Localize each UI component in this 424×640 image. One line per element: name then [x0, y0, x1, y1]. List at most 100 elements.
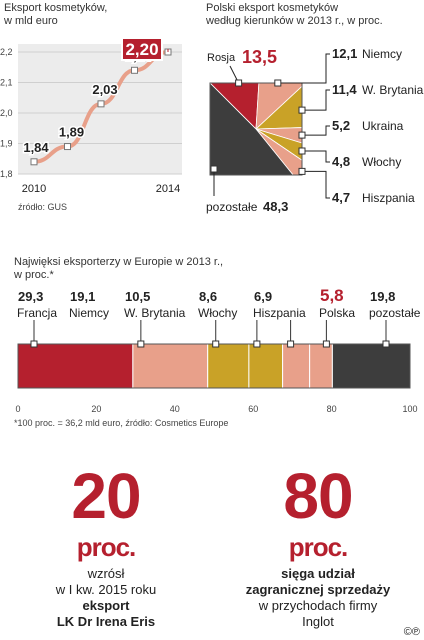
- panel1-source: źródło: GUS: [18, 202, 68, 212]
- leader-line: [302, 150, 330, 163]
- copyright-mark: ©℗: [403, 626, 420, 638]
- panel2-title-line2: według kierunków w 2013 r., w proc.: [206, 15, 383, 27]
- data-point: [131, 66, 138, 74]
- x-tick-label: 2014: [156, 183, 180, 195]
- stat-eris-line3: eksport: [82, 598, 130, 613]
- data-point: [30, 158, 38, 166]
- bar-marker: [253, 340, 261, 348]
- stat-inglot-line2: zagranicznej sprzedaży: [245, 582, 391, 597]
- bar-value-label: 5,8: [320, 286, 344, 305]
- pie-slice-value: 12,1: [332, 46, 357, 61]
- panel2-title: Polski eksport kosmetyków według kierunk…: [206, 2, 383, 28]
- bar-category-label: Francja: [17, 306, 57, 320]
- stat-inglot: 80 proc. sięga udział zagranicznej sprze…: [212, 464, 424, 630]
- y-tick-label: 2,1: [0, 78, 13, 88]
- bar-marker: [212, 340, 220, 348]
- pie-marker: [298, 147, 306, 155]
- bar-category-label: Polska: [319, 306, 355, 320]
- stacked-bar-chart: 29,3 Francja 19,1 Niemcy 10,5 W. Brytania 8,6 W…: [15, 286, 421, 414]
- stat-eris-line2: w I kw. 2015 roku: [55, 582, 157, 597]
- stat-inglot-caption: sięga udział zagranicznej sprzedaży w pr…: [212, 566, 424, 630]
- data-label: 2,20: [125, 40, 158, 59]
- bar-segment: [309, 343, 333, 389]
- bar-value-label: 29,3: [18, 289, 43, 304]
- bar-segment: [132, 343, 209, 389]
- panel1-title: Eksport kosmetyków, w mld euro: [4, 2, 107, 28]
- pie-slice-label: Ukraina: [362, 119, 404, 133]
- y-tick-label: 2,0: [0, 108, 13, 118]
- bar-value-label: 19,8: [370, 289, 395, 304]
- panel1-title-line1: Eksport kosmetyków,: [4, 2, 108, 14]
- data-label: 1,89: [59, 125, 84, 140]
- y-tick-label: 2,2: [0, 47, 13, 57]
- bar-category-label: Niemcy: [69, 306, 109, 320]
- x-tick-label: 60: [248, 404, 258, 414]
- pie-slice-value: 13,5: [242, 47, 277, 67]
- panel3-footnote: *100 proc. = 36,2 mld euro, źródło: Cosm…: [14, 418, 229, 428]
- pie-slice-label: Rosja: [207, 52, 236, 64]
- pie-slice-label: W. Brytania: [362, 83, 424, 97]
- pie-marker: [298, 106, 306, 114]
- panel2-title-line1: Polski eksport kosmetyków: [206, 2, 339, 14]
- pie-slice-value: 4,7: [332, 190, 350, 205]
- bar-value-label: 8,6: [199, 289, 217, 304]
- data-point: [97, 100, 105, 108]
- y-tick-label: 1,8: [0, 169, 13, 179]
- pie-marker: [298, 131, 306, 139]
- bar-category-label: W. Brytania: [124, 306, 186, 320]
- stat-eris: 20 proc. wzrósł w I kw. 2015 roku ekspor…: [0, 464, 212, 630]
- bar-marker: [322, 340, 330, 348]
- bar-segment: [17, 343, 134, 389]
- plot-area: [18, 44, 182, 174]
- panel1-title-line2: w mld euro: [4, 15, 58, 27]
- y-tick-label: 1,9: [0, 139, 13, 149]
- stat-inglot-unit: proc.: [288, 532, 349, 562]
- panel3-title-line1: Najwięksi eksporterzy w Europie w 2013 r…: [14, 256, 224, 268]
- data-label: 2,03: [92, 82, 117, 97]
- data-label: 1,84: [23, 140, 49, 155]
- highlight-box: [121, 37, 163, 61]
- pie-marker: [274, 79, 282, 87]
- data-point: [64, 143, 71, 151]
- leader-line: [277, 53, 330, 84]
- bar-value-label: 10,5: [125, 289, 150, 304]
- stat-inglot-line3: w przychodach firmy: [258, 598, 378, 613]
- stat-eris-line1: wzrósł: [87, 566, 125, 581]
- pie-slice-label: Włochy: [362, 155, 401, 169]
- stat-inglot-line1: sięga udział: [281, 566, 355, 581]
- pie-slice-value: 11,4: [332, 82, 357, 97]
- x-tick-label: 80: [327, 404, 337, 414]
- leader-line: [302, 89, 330, 111]
- panel3-title: Najwięksi eksporterzy w Europie w 2013 r…: [14, 256, 223, 282]
- x-tick-label: 40: [170, 404, 180, 414]
- bar-segment: [282, 343, 311, 389]
- x-tick-label: 0: [15, 404, 20, 414]
- stat-inglot-line4: Inglot: [302, 614, 334, 629]
- pie-slice-label: Hiszpania: [362, 191, 415, 205]
- pie-frame: [209, 82, 303, 176]
- stat-eris-line4: LK Dr Irena Eris: [56, 614, 156, 629]
- x-tick-label: 20: [91, 404, 101, 414]
- bar-category-label: Włochy: [198, 306, 237, 320]
- bar-marker: [30, 340, 38, 348]
- x-tick-label: 2010: [22, 183, 46, 195]
- pie-slice-label: Niemcy: [362, 47, 402, 61]
- bar-segment: [331, 343, 411, 389]
- bar-category-label: Hiszpania: [253, 306, 306, 320]
- stat-eris-caption: wzrósł w I kw. 2015 roku eksport LK Dr I…: [0, 566, 212, 630]
- pie-slice-label: pozostałe: [206, 200, 258, 214]
- x-tick-label: 100: [402, 404, 417, 414]
- stat-eris-unit: proc.: [76, 532, 137, 562]
- bar-marker: [287, 340, 295, 348]
- pie-slice-value: 48,3: [263, 199, 288, 214]
- pie-marker: [298, 167, 306, 175]
- square-pie-chart: Rosja 13,5 12,1 Niemcy 11,4 W. Brytania 5,2 Ukr…: [206, 46, 424, 214]
- bar-segment: [248, 343, 284, 389]
- bar-marker: [137, 340, 145, 348]
- pie-slice-value: 5,2: [332, 118, 350, 133]
- bar-category-label: pozostałe: [369, 306, 421, 320]
- bar-marker: [382, 340, 390, 348]
- stat-inglot-number: 80: [283, 460, 353, 532]
- bar-value-label: 19,1: [70, 289, 95, 304]
- leader-line: [302, 125, 330, 136]
